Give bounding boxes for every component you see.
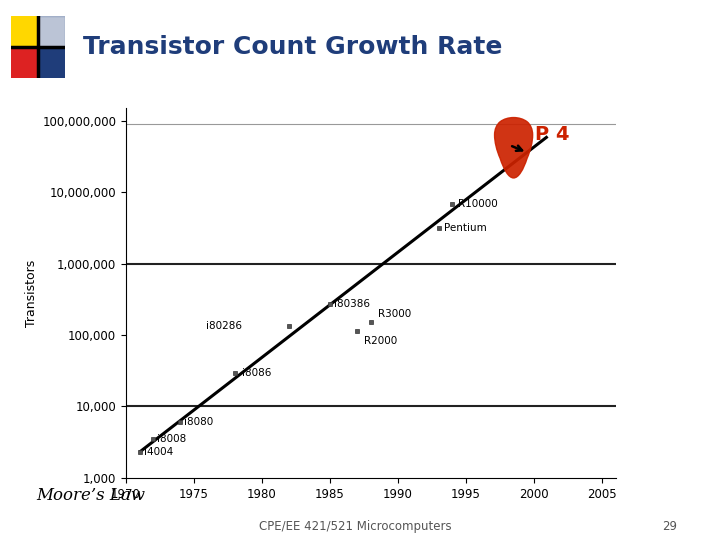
Text: R10000: R10000	[458, 199, 498, 210]
Text: i8008: i8008	[157, 434, 186, 444]
Text: R2000: R2000	[364, 336, 397, 346]
Text: Moore’s Law: Moore’s Law	[36, 487, 145, 503]
Text: i8080: i8080	[184, 417, 214, 427]
Bar	[11, 16, 37, 47]
Bar	[37, 16, 65, 47]
Text: CPE/EE 421/521 Microcomputers: CPE/EE 421/521 Microcomputers	[259, 520, 452, 534]
Text: i8086: i8086	[242, 368, 271, 379]
Text: i80286: i80286	[206, 321, 242, 331]
Text: Pentium: Pentium	[444, 224, 487, 233]
Text: 29: 29	[662, 520, 678, 534]
Text: R3000: R3000	[377, 309, 411, 319]
Ellipse shape	[495, 118, 533, 178]
Text: i80386: i80386	[334, 299, 370, 308]
Bar	[37, 47, 65, 78]
Text: i4004: i4004	[144, 447, 173, 457]
Bar	[11, 47, 37, 78]
Text: Transistor Count Growth Rate: Transistor Count Growth Rate	[83, 35, 502, 59]
Y-axis label: Transistors: Transistors	[25, 259, 38, 327]
Text: P 4: P 4	[536, 125, 570, 144]
